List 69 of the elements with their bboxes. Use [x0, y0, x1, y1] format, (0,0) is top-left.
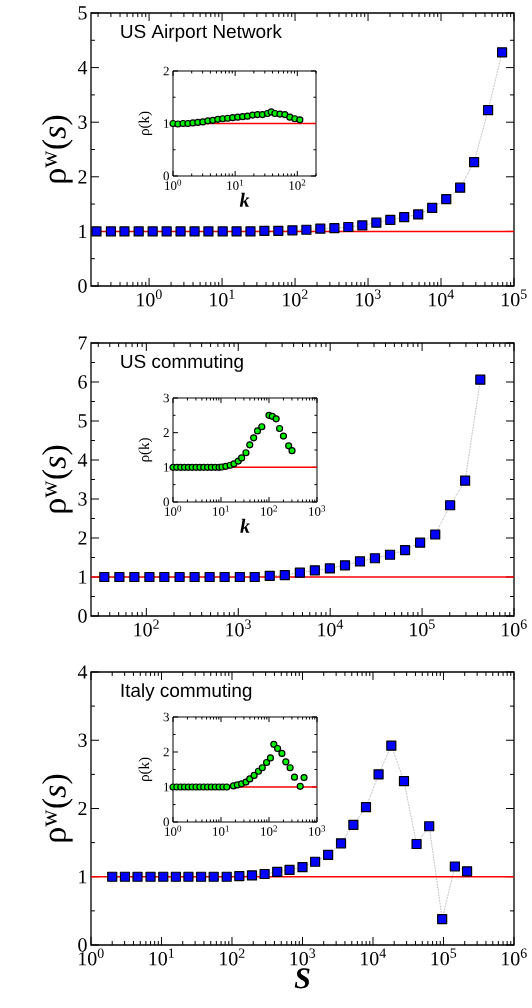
x-tick-label: 10$^{3}$: [309, 825, 326, 836]
y-tick-label: 4: [77, 453, 88, 467]
y-tick-label: 3: [78, 733, 87, 747]
y-tick-label: 2: [163, 66, 169, 76]
y-tick-label: 5: [78, 414, 87, 428]
x-tick-label: 10$^{4}$: [318, 619, 344, 637]
y-tick-label: 3: [78, 115, 87, 129]
x-axis-title: k: [240, 518, 250, 533]
x-tick-label: 10$^{2}$: [261, 505, 277, 516]
y-tick-label: 4: [77, 665, 88, 679]
y-tick-label: 0: [78, 609, 87, 623]
y-tick-label: 2: [163, 747, 169, 757]
text: US commuting: [121, 354, 243, 372]
y-tick-label: 0: [163, 497, 169, 507]
x-axis-title: S: [294, 968, 310, 989]
text: US Airport Network: [121, 24, 282, 42]
y-axis-title: ρ(k): [138, 111, 153, 135]
y-axis-title: ρ$^{w}$(s): [41, 445, 73, 513]
x-tick-label: 10$^{3}$: [290, 948, 316, 966]
x-tick-label: 10$^{6}$: [502, 948, 527, 966]
y-tick-label: 3: [163, 712, 169, 722]
x-tick-label: 10$^{1}$: [213, 505, 229, 516]
y-tick-label: 1: [79, 224, 87, 238]
y-tick-label: 2: [78, 531, 87, 545]
x-tick-label: 10$^{0}$: [165, 825, 182, 836]
x-tick-label: 10$^{0}$: [165, 179, 182, 190]
x-tick-label: 10$^{0}$: [165, 505, 182, 516]
x-tick-label: 10$^{1}$: [210, 289, 235, 307]
x-tick-label: 10$^{2}$: [261, 825, 277, 836]
x-tick-label: 10$^{2}$: [283, 289, 308, 307]
y-tick-label: 6: [78, 375, 87, 389]
y-tick-label: 1: [79, 870, 87, 884]
y-axis-title: ρ$^{w}$(s): [41, 774, 73, 842]
y-axis-title: ρ$^{w}$(s): [41, 115, 73, 183]
x-tick-label: 10$^{3}$: [356, 289, 381, 307]
x-tick-label: 10$^{2}$: [220, 948, 245, 966]
x-tick-label: 10$^{2}$: [289, 179, 306, 190]
y-tick-label: 0: [78, 279, 87, 293]
y-tick-label: 1: [79, 570, 87, 584]
y-tick-label: 0: [163, 817, 169, 827]
x-tick-label: 10$^{2}$: [134, 619, 159, 637]
y-axis-title: ρ(k): [138, 438, 153, 462]
y-tick-label: 4: [77, 61, 88, 75]
y-tick-label: 7: [78, 336, 87, 350]
y-axis-title: ρ(k): [138, 757, 153, 781]
x-tick-label: 10$^{3}$: [226, 619, 251, 637]
x-tick-label: 10$^{3}$: [309, 505, 326, 516]
x-tick-label: 10$^{5}$: [431, 948, 457, 966]
y-tick-label: 1: [164, 463, 169, 472]
x-axis-title: k: [239, 192, 250, 207]
y-tick-label: 2: [163, 428, 169, 437]
y-tick-label: 3: [163, 393, 169, 403]
y-tick-label: 5: [78, 6, 87, 20]
x-tick-label: 10$^{4}$: [429, 289, 455, 307]
y-tick-label: 2: [78, 170, 87, 184]
y-tick-label: 2: [78, 801, 87, 816]
y-tick-label: 1: [164, 782, 169, 792]
y-tick-label: 0: [163, 171, 169, 181]
text: Italy commuting: [121, 683, 252, 701]
x-tick-label: 10$^{1}$: [227, 179, 244, 190]
y-tick-label: 1: [164, 119, 169, 128]
x-tick-label: 10$^{6}$: [502, 619, 527, 637]
x-tick-label: 10$^{1}$: [213, 825, 229, 836]
x-tick-label: 10$^{0}$: [137, 289, 162, 307]
x-tick-label: 10$^{4}$: [361, 948, 386, 966]
x-tick-label: 10$^{1}$: [149, 948, 174, 966]
x-tick-label: 10$^{5}$: [502, 289, 527, 307]
x-tick-label: 10$^{5}$: [410, 619, 435, 637]
y-tick-label: 3: [78, 492, 87, 506]
